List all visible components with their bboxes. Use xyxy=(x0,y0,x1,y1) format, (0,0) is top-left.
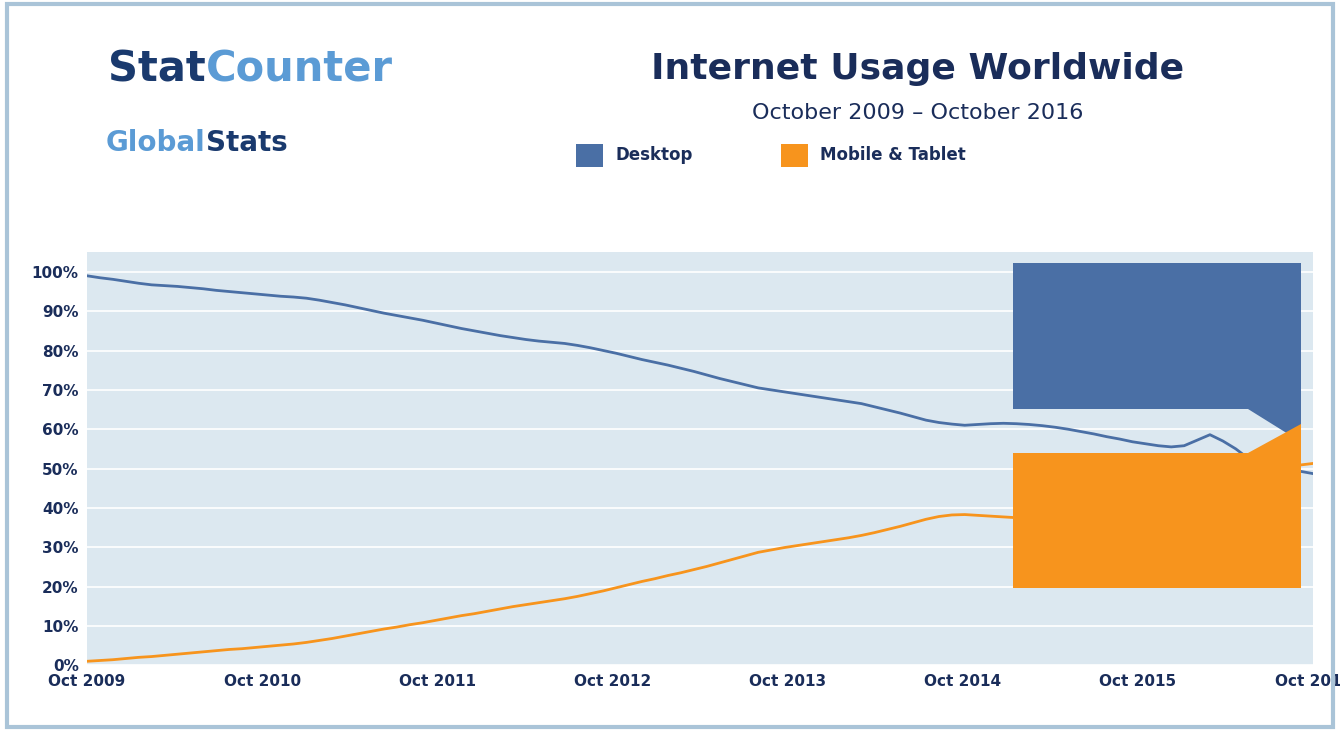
FancyBboxPatch shape xyxy=(1013,263,1301,409)
Text: Counter: Counter xyxy=(206,48,393,91)
Text: Desktop: Desktop xyxy=(615,146,693,164)
Text: Global: Global xyxy=(106,129,206,156)
FancyBboxPatch shape xyxy=(781,144,808,167)
Text: 51.3%: 51.3% xyxy=(1099,534,1215,567)
Text: Mobile & Tablet: Mobile & Tablet xyxy=(1084,482,1230,500)
FancyBboxPatch shape xyxy=(1013,453,1301,588)
Text: Stat: Stat xyxy=(109,48,206,91)
FancyBboxPatch shape xyxy=(576,144,603,167)
Polygon shape xyxy=(1248,424,1301,453)
Text: Internet Usage Worldwide: Internet Usage Worldwide xyxy=(651,53,1185,86)
Text: Desktop: Desktop xyxy=(1115,295,1199,313)
Text: October 2009 – October 2016: October 2009 – October 2016 xyxy=(752,103,1084,124)
Text: 48.7%: 48.7% xyxy=(1099,349,1215,382)
Polygon shape xyxy=(1248,409,1301,442)
Text: Stats: Stats xyxy=(206,129,288,156)
Text: Mobile & Tablet: Mobile & Tablet xyxy=(820,146,966,164)
